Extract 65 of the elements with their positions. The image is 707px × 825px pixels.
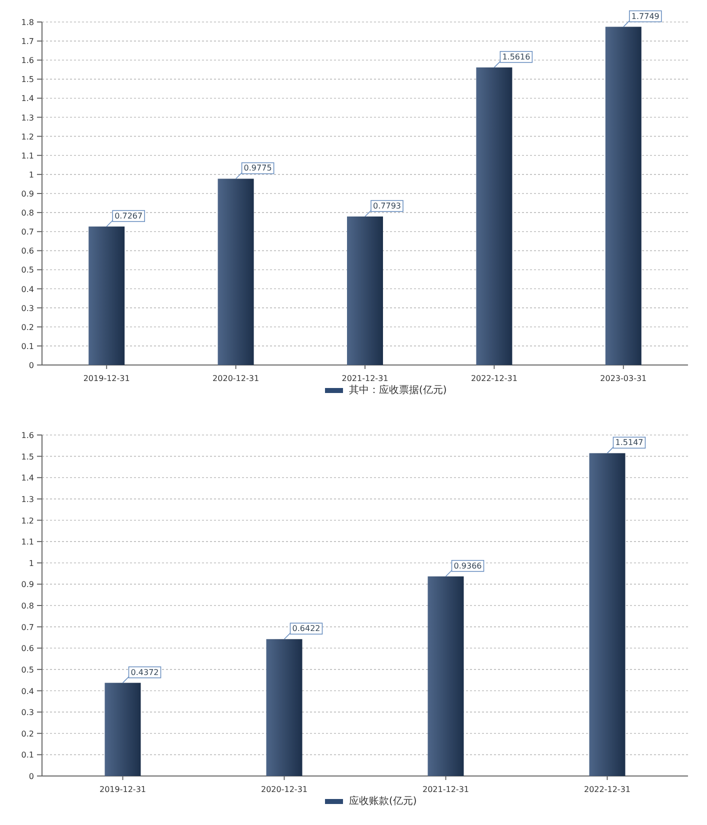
y-tick-label: 0.1 (21, 750, 34, 760)
y-tick-label: 0 (28, 361, 34, 370)
y-tick-label: 0.4 (21, 686, 34, 696)
y-tick-label: 0.6 (21, 644, 34, 654)
bar (589, 453, 626, 776)
bar (266, 639, 302, 776)
legend-label: 其中：应收票据(亿元) (349, 384, 447, 396)
x-tick-label: 2020-12-31 (261, 785, 308, 794)
data-label: 1.7749 (631, 12, 660, 21)
y-tick-label: 1.5 (21, 452, 34, 462)
y-tick-label: 1.3 (21, 494, 34, 504)
bar (605, 26, 642, 365)
x-tick-label: 2019-12-31 (83, 374, 130, 383)
x-tick-label: 2021-12-31 (422, 785, 469, 794)
x-tick-label: 2021-12-31 (342, 374, 388, 383)
y-tick-label: 0.7 (21, 622, 34, 632)
y-tick-label: 1.7 (21, 37, 34, 46)
y-tick-label: 1.4 (21, 94, 34, 104)
y-tick-label: 1.6 (21, 56, 34, 66)
data-label: 1.5147 (615, 438, 644, 448)
y-tick-label: 1.5 (21, 75, 34, 84)
y-tick-label: 0.9 (21, 190, 34, 198)
bar (476, 67, 512, 365)
y-tick-label: 0.3 (21, 708, 34, 718)
x-tick-label: 2023-03-31 (600, 374, 647, 383)
y-tick-label: 0 (28, 772, 34, 781)
y-tick-label: 0.2 (21, 322, 34, 332)
y-tick-label: 1 (28, 170, 34, 180)
y-tick-label: 1.3 (21, 113, 34, 122)
bar (88, 226, 125, 365)
y-tick-label: 0.2 (21, 729, 34, 738)
data-label: 0.6422 (292, 624, 320, 634)
y-tick-label: 1.6 (21, 431, 34, 440)
y-tick-label: 0.1 (21, 342, 34, 351)
y-tick-label: 0.5 (21, 665, 34, 674)
y-tick-label: 0.4 (21, 284, 34, 294)
data-label: 1.5616 (502, 52, 530, 62)
legend-label: 应收账款(亿元) (349, 795, 417, 807)
bar (218, 178, 254, 365)
y-tick-label: 1.1 (21, 538, 34, 547)
y-tick-label: 1.8 (21, 18, 34, 27)
y-tick-label: 1.4 (21, 474, 34, 483)
data-label: 0.9775 (244, 164, 272, 173)
data-label: 0.7267 (114, 212, 143, 221)
data-label: 0.7793 (373, 202, 401, 210)
y-tick-label: 0.9 (21, 580, 34, 590)
data-label: 0.9366 (454, 561, 482, 570)
y-tick-label: 0.8 (21, 602, 34, 610)
x-tick-label: 2022-12-31 (470, 374, 518, 383)
x-tick-label: 2019-12-31 (100, 785, 146, 794)
bar (347, 216, 383, 365)
y-tick-label: 0.7 (21, 228, 34, 237)
y-tick-label: 0.6 (21, 246, 34, 256)
x-tick-label: 2020-12-31 (212, 374, 260, 383)
bar (428, 576, 464, 776)
y-tick-label: 1 (28, 558, 34, 568)
y-tick-label: 1.2 (21, 132, 34, 142)
y-tick-label: 0.8 (21, 208, 34, 218)
bar (104, 682, 141, 776)
data-label: 0.4372 (130, 668, 159, 677)
y-tick-label: 0.3 (21, 304, 34, 313)
y-tick-label: 0.5 (21, 266, 34, 275)
y-tick-label: 1.2 (21, 516, 34, 526)
y-tick-label: 1.1 (21, 151, 34, 160)
x-tick-label: 2022-12-31 (584, 785, 630, 794)
